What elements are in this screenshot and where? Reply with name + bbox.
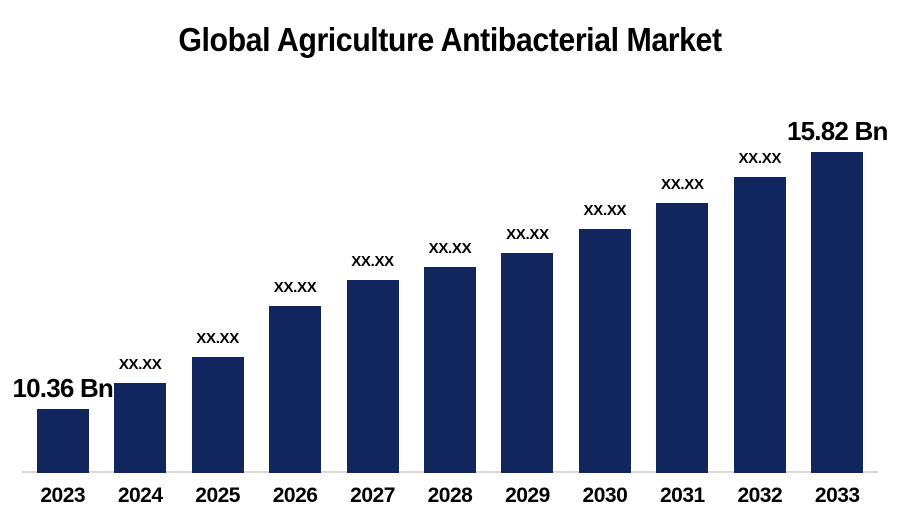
bar-group-2023: 10.36 Bn: [12, 375, 114, 473]
bar-2032: [733, 177, 786, 473]
x-axis-label-2028: 2028: [427, 484, 473, 507]
bar-group-2031: XX.XX: [644, 177, 721, 473]
bar-2027: [346, 280, 399, 473]
bar-2028: [423, 267, 476, 473]
bar-value-label-2028: XX.XX: [428, 240, 472, 257]
bar-value-label-2026: XX.XX: [273, 279, 317, 296]
x-axis-label-2025: 2025: [195, 484, 240, 507]
chart-title: Global Agriculture Antibacterial Market: [178, 21, 722, 58]
bar-group-2024: XX.XX: [101, 357, 178, 473]
bar-2025: [191, 357, 244, 473]
bar-group-2030: XX.XX: [566, 203, 643, 473]
bar-value-label-2031: XX.XX: [661, 176, 704, 193]
bar-2029: [501, 253, 554, 473]
bar-2024: [114, 383, 167, 473]
x-axis-label-2026: 2026: [272, 484, 318, 507]
x-axis-label-2033: 2033: [814, 484, 860, 507]
bar-value-label-2025: XX.XX: [196, 330, 239, 347]
bar-group-2029: XX.XX: [489, 227, 566, 473]
bars-row: 10.36 Bn XX.XX XX.XX XX.XX XX.XX XX.XX XX.XX XX…: [12, 118, 888, 473]
x-axis-label-2032: 2032: [737, 484, 783, 507]
bar-value-label-2027: XX.XX: [351, 253, 394, 270]
x-axis-labels-row: 2023 2024 2025 2026 2027 2028 2029 2030 2031 2032…: [24, 484, 876, 508]
bar-group-2028: XX.XX: [411, 241, 488, 473]
x-axis-label-2030: 2030: [582, 484, 628, 507]
bar-value-label-2033: 15.82 Bn: [786, 116, 888, 146]
bar-value-label-2024: XX.XX: [118, 356, 162, 373]
bar-value-label-2032: XX.XX: [738, 150, 782, 167]
bar-value-label-2030: XX.XX: [583, 202, 627, 219]
bar-2026: [269, 306, 322, 473]
x-axis-label-2023: 2023: [40, 484, 86, 507]
bar-2030: [578, 229, 631, 473]
x-axis-label-2024: 2024: [117, 484, 163, 507]
x-axis-label-2029: 2029: [505, 484, 550, 507]
bar-2023: [36, 409, 89, 473]
bar-group-2033: 15.82 Bn: [787, 118, 888, 473]
bar-value-label-2029: XX.XX: [506, 226, 549, 243]
bar-group-2032: XX.XX: [721, 151, 798, 473]
bar-2031: [656, 203, 709, 473]
bar-2033: [811, 152, 864, 473]
x-axis-label-2027: 2027: [350, 484, 395, 507]
bar-group-2025: XX.XX: [179, 331, 256, 473]
bar-group-2027: XX.XX: [334, 254, 411, 473]
bar-value-label-2023: 10.36 Bn: [12, 373, 113, 403]
bar-group-2026: XX.XX: [256, 280, 333, 473]
x-axis-label-2031: 2031: [659, 484, 705, 507]
